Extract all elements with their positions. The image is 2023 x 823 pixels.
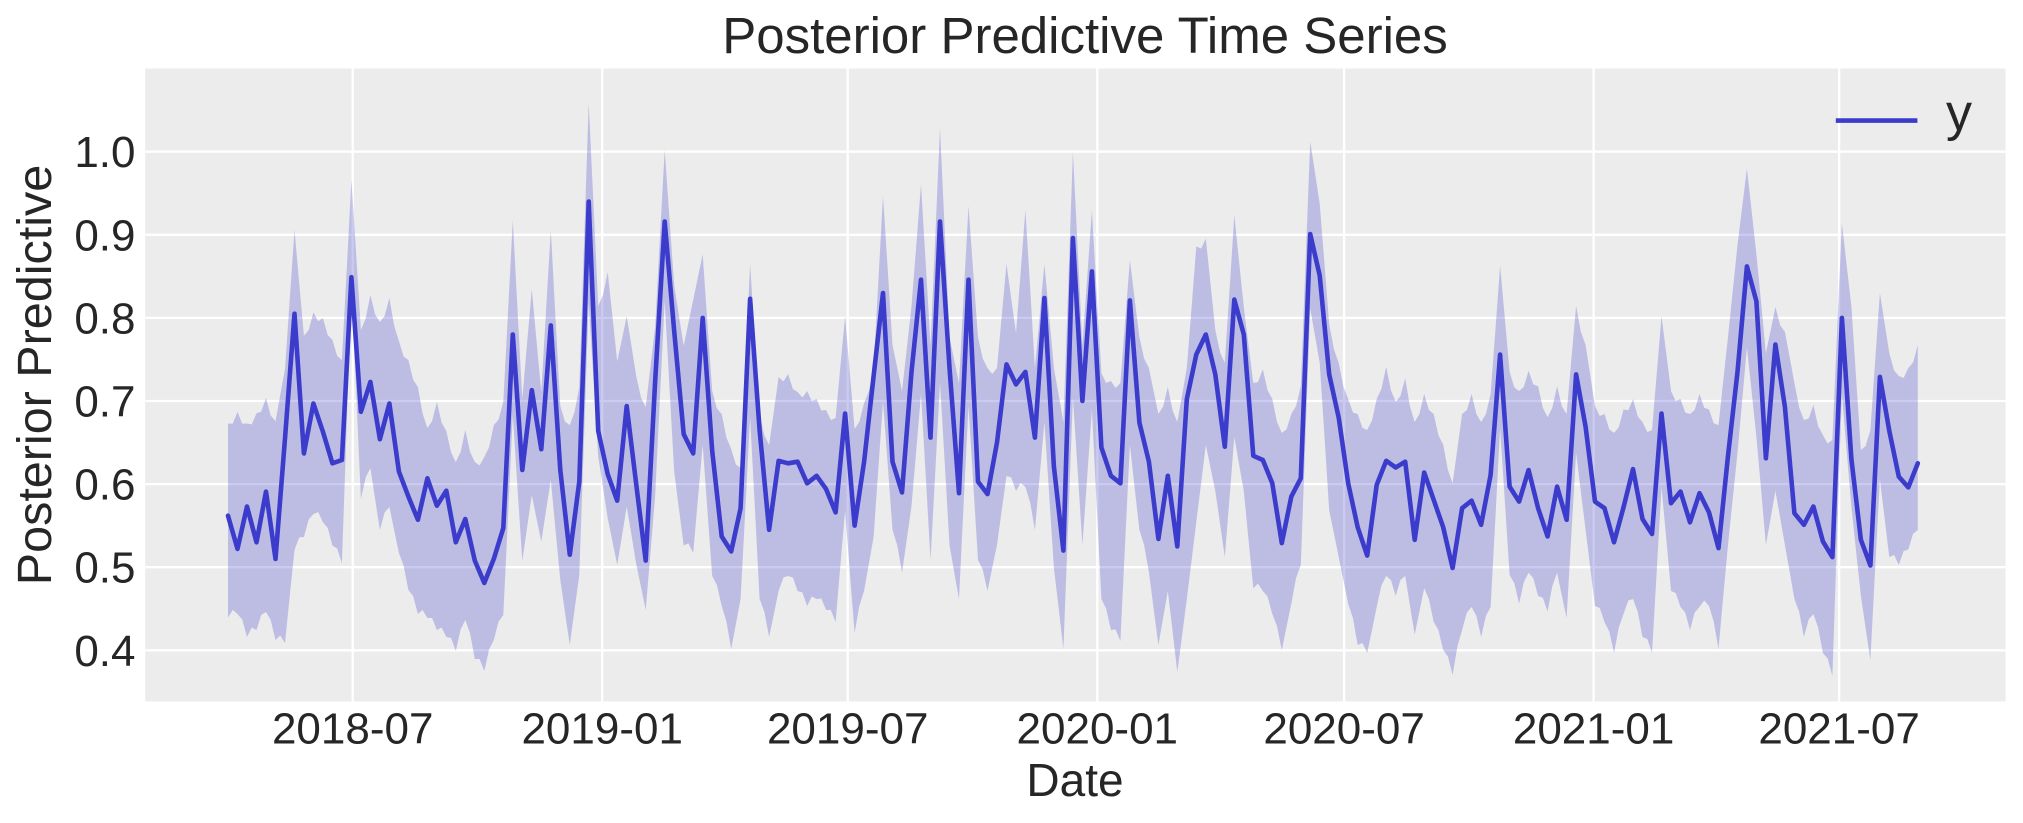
svg-text:y: y <box>1946 84 1972 142</box>
svg-text:Posterior Predictive Time Seri: Posterior Predictive Time Series <box>722 7 1448 64</box>
svg-text:2019-01: 2019-01 <box>521 705 682 754</box>
svg-text:0.8: 0.8 <box>74 294 135 343</box>
svg-text:2020-07: 2020-07 <box>1263 705 1424 754</box>
svg-text:0.9: 0.9 <box>74 211 135 260</box>
svg-text:2018-07: 2018-07 <box>272 705 433 754</box>
svg-text:0.7: 0.7 <box>74 378 135 427</box>
svg-text:Posterior Predictive: Posterior Predictive <box>8 165 62 586</box>
svg-text:2019-07: 2019-07 <box>767 705 928 754</box>
svg-text:0.4: 0.4 <box>74 627 135 676</box>
svg-text:2020-01: 2020-01 <box>1017 705 1178 754</box>
svg-text:0.5: 0.5 <box>74 544 135 593</box>
svg-text:0.6: 0.6 <box>74 461 135 510</box>
svg-text:Date: Date <box>1026 754 1123 806</box>
svg-text:2021-01: 2021-01 <box>1513 705 1674 754</box>
svg-text:2021-07: 2021-07 <box>1758 705 1919 754</box>
svg-text:1.0: 1.0 <box>74 128 135 177</box>
